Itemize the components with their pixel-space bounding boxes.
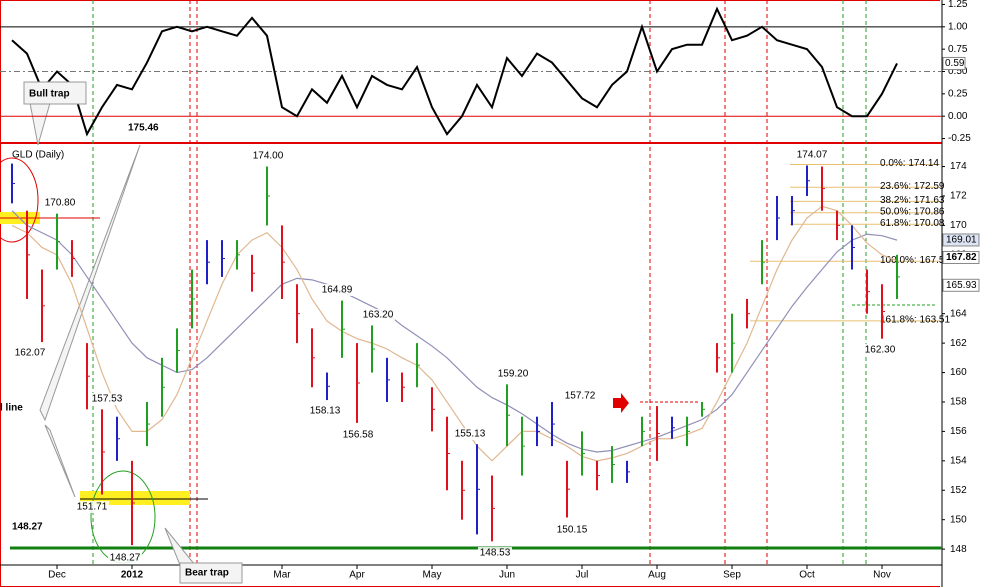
annotation: 148.27 <box>12 522 43 533</box>
x-tick-label: Mar <box>273 570 291 581</box>
annotation: 163.20 <box>363 310 394 321</box>
value-box <box>942 233 980 247</box>
fib-label: 50.0%: 170.86 <box>880 206 945 217</box>
x-tick-label: 2012 <box>121 570 144 581</box>
label-box <box>496 368 530 380</box>
y-tick-label: 162 <box>950 338 967 349</box>
y-tick-label: 0.75 <box>948 44 968 55</box>
x-tick-label: Apr <box>349 570 365 581</box>
y-tick-label: 154 <box>950 455 967 466</box>
y-tick-label: 0.00 <box>948 111 968 122</box>
annotation: 157.53 <box>92 394 123 405</box>
x-tick-label: Sep <box>723 570 741 581</box>
annotation: 158.13 <box>310 406 341 417</box>
annotation: 151.71 <box>77 502 108 513</box>
y-tick-label: 160 <box>950 367 967 378</box>
fib-label: 23.6%: 172.59 <box>880 181 945 192</box>
label-box <box>75 501 109 513</box>
label-box <box>453 428 487 440</box>
y-tick-label: 0.25 <box>948 88 968 99</box>
y-tick-label: 174 <box>950 161 967 172</box>
x-tick-label: Jul <box>576 570 589 581</box>
x-tick-label: Jun <box>499 570 515 581</box>
annotation: 174.07 <box>797 150 828 161</box>
moving-average <box>11 210 898 453</box>
annotation: 175.46 <box>128 123 159 134</box>
fib-label: 61.8%: 170.08 <box>880 218 945 229</box>
axis-area <box>940 0 986 587</box>
y-tick-label: 156 <box>950 426 967 437</box>
oscillator-line <box>11 6 898 137</box>
annotation: 159.20 <box>498 369 529 380</box>
annotation: 170.80 <box>45 198 76 209</box>
y-tick-label: 148 <box>950 544 967 555</box>
callout-box <box>23 81 87 105</box>
annotation: 174.00 <box>253 151 284 162</box>
y-tick-label: 172 <box>950 191 967 202</box>
callout-pointer <box>39 144 141 422</box>
right-value: 165.93 <box>946 280 977 291</box>
value-box <box>942 250 980 264</box>
arrow <box>613 393 629 413</box>
x-tick-label: Nov <box>873 570 891 581</box>
label-box <box>563 390 597 402</box>
label-box <box>108 552 142 564</box>
annotation: l line <box>0 403 23 414</box>
last-value: 0.59 <box>945 58 965 69</box>
chart-title: GLD (Daily) <box>12 150 64 161</box>
moving-average <box>11 205 898 462</box>
y-tick-label: 1.00 <box>948 21 968 32</box>
y-tick-label: 164 <box>950 308 967 319</box>
callout: Bull trap <box>29 89 70 100</box>
label-box <box>555 524 589 536</box>
value-box <box>942 278 980 292</box>
label-box <box>478 547 512 559</box>
y-tick-label: 0.50 <box>948 66 968 77</box>
annotation: 150.15 <box>557 525 588 536</box>
annotation: 164.89 <box>322 285 353 296</box>
label-box <box>90 393 124 405</box>
fib-label: 161.8%: 163.51 <box>880 315 950 326</box>
annotation: 148.27 <box>110 553 141 564</box>
y-tick-label: 158 <box>950 397 967 408</box>
callout-box <box>179 562 243 584</box>
x-tick-label: May <box>423 570 442 581</box>
label-box <box>795 149 829 161</box>
fib-label: 100.0%: 167.56 <box>880 255 950 266</box>
label-box <box>13 347 47 359</box>
circle <box>0 157 39 243</box>
label-box <box>308 405 342 417</box>
x-tick-label: Dec <box>48 570 66 581</box>
label-box <box>43 197 77 209</box>
right-value: 167.82 <box>946 252 977 263</box>
annotation: 157.72 <box>565 391 596 402</box>
label-box <box>251 150 285 162</box>
annotation: 156.58 <box>343 430 374 441</box>
y-tick-label: 150 <box>950 514 967 525</box>
x-tick-label: Oct <box>799 570 815 581</box>
annotation: 148.53 <box>480 548 511 559</box>
label-box <box>341 429 375 441</box>
vertical-markers <box>92 0 867 565</box>
y-tick-label: 152 <box>950 485 967 496</box>
fib-label: 0.0%: 174.14 <box>880 158 939 169</box>
value-box <box>942 56 966 70</box>
label-box <box>320 284 354 296</box>
y-tick-label: 170 <box>950 220 967 231</box>
annotation: 155.13 <box>455 429 486 440</box>
x-tick-label: Aug <box>648 570 666 581</box>
right-value: 169.01 <box>946 235 977 246</box>
fib-label: 38.2%: 171.63 <box>880 195 945 206</box>
y-tick-label: 1.25 <box>948 0 968 10</box>
label-box <box>361 309 395 321</box>
y-tick-label: -0.25 <box>948 133 971 144</box>
callout-pointer <box>44 424 76 498</box>
label-box <box>863 344 897 356</box>
annotation: 162.30 <box>865 345 896 356</box>
annotation: 162.07 <box>15 348 46 359</box>
callout: Bear trap <box>185 568 229 579</box>
